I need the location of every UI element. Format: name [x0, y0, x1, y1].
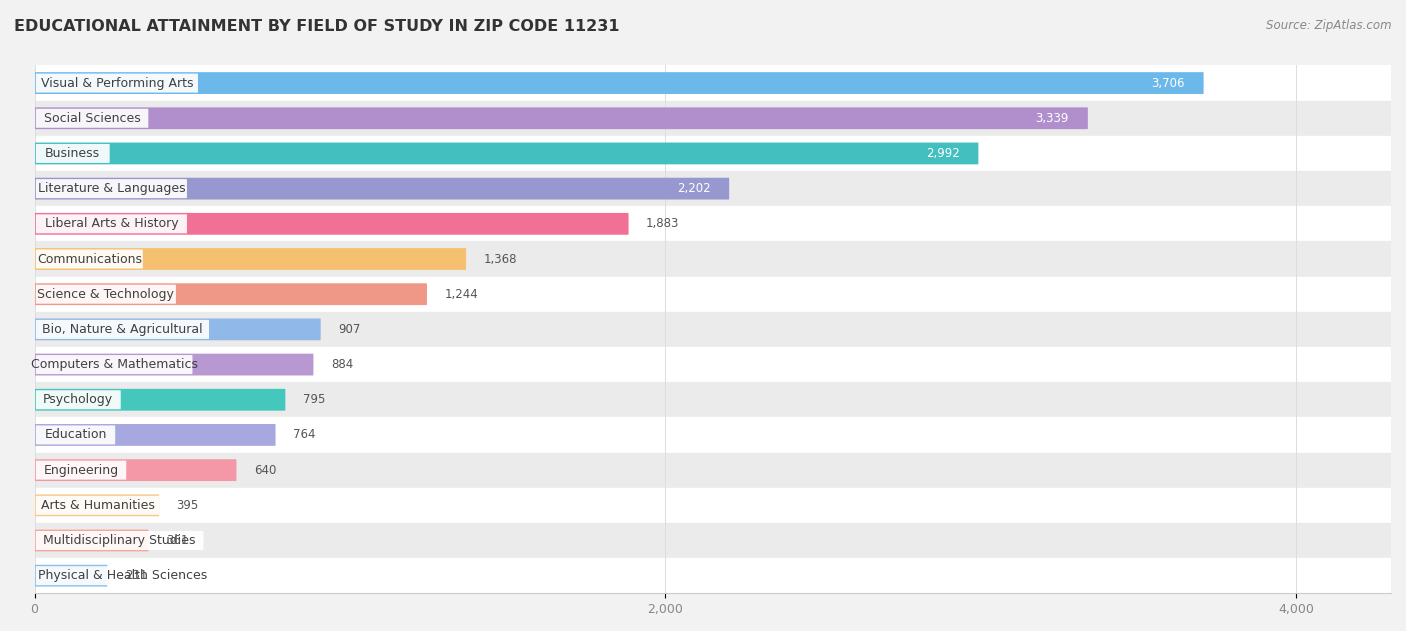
- FancyBboxPatch shape: [35, 390, 121, 410]
- Text: 231: 231: [125, 569, 148, 582]
- FancyBboxPatch shape: [35, 389, 285, 411]
- Bar: [35, 452, 1391, 488]
- FancyBboxPatch shape: [35, 213, 628, 235]
- FancyBboxPatch shape: [35, 495, 159, 516]
- FancyBboxPatch shape: [35, 215, 187, 233]
- Text: Visual & Performing Arts: Visual & Performing Arts: [41, 76, 193, 90]
- Text: 1,244: 1,244: [444, 288, 478, 301]
- Text: 3,339: 3,339: [1036, 112, 1069, 125]
- Bar: [35, 347, 1391, 382]
- FancyBboxPatch shape: [35, 565, 107, 587]
- Text: 795: 795: [302, 393, 325, 406]
- FancyBboxPatch shape: [35, 143, 979, 164]
- Text: 907: 907: [337, 323, 360, 336]
- FancyBboxPatch shape: [35, 320, 209, 339]
- Text: 3,706: 3,706: [1152, 76, 1185, 90]
- FancyBboxPatch shape: [35, 531, 204, 550]
- Text: Social Sciences: Social Sciences: [44, 112, 141, 125]
- FancyBboxPatch shape: [35, 178, 730, 199]
- Text: Engineering: Engineering: [44, 464, 118, 476]
- Bar: [35, 488, 1391, 523]
- Bar: [35, 276, 1391, 312]
- Text: 1,883: 1,883: [645, 217, 679, 230]
- FancyBboxPatch shape: [35, 144, 110, 163]
- Text: 764: 764: [292, 428, 315, 442]
- FancyBboxPatch shape: [35, 424, 276, 446]
- FancyBboxPatch shape: [35, 496, 159, 515]
- Text: Physical & Health Sciences: Physical & Health Sciences: [38, 569, 207, 582]
- FancyBboxPatch shape: [35, 248, 467, 270]
- FancyBboxPatch shape: [35, 425, 115, 444]
- FancyBboxPatch shape: [35, 249, 143, 269]
- Bar: [35, 101, 1391, 136]
- Text: 2,992: 2,992: [925, 147, 959, 160]
- Bar: [35, 312, 1391, 347]
- Text: Computers & Mathematics: Computers & Mathematics: [31, 358, 198, 371]
- Text: Science & Technology: Science & Technology: [38, 288, 174, 301]
- Text: Source: ZipAtlas.com: Source: ZipAtlas.com: [1267, 19, 1392, 32]
- Bar: [35, 523, 1391, 558]
- Bar: [35, 171, 1391, 206]
- FancyBboxPatch shape: [35, 459, 236, 481]
- FancyBboxPatch shape: [35, 355, 193, 374]
- Text: 2,202: 2,202: [676, 182, 710, 195]
- Bar: [35, 417, 1391, 452]
- Text: Education: Education: [45, 428, 107, 442]
- Text: 395: 395: [177, 499, 198, 512]
- Text: Multidisciplinary Studies: Multidisciplinary Studies: [44, 534, 195, 547]
- Text: Communications: Communications: [37, 252, 142, 266]
- FancyBboxPatch shape: [35, 319, 321, 340]
- FancyBboxPatch shape: [35, 72, 1204, 94]
- FancyBboxPatch shape: [35, 107, 1088, 129]
- FancyBboxPatch shape: [35, 109, 148, 127]
- FancyBboxPatch shape: [35, 461, 127, 480]
- FancyBboxPatch shape: [35, 566, 209, 585]
- Text: Literature & Languages: Literature & Languages: [38, 182, 186, 195]
- Text: 884: 884: [330, 358, 353, 371]
- Bar: [35, 66, 1391, 101]
- Bar: [35, 206, 1391, 242]
- Text: 361: 361: [166, 534, 188, 547]
- Text: Bio, Nature & Agricultural: Bio, Nature & Agricultural: [42, 323, 202, 336]
- FancyBboxPatch shape: [35, 529, 149, 551]
- Bar: [35, 242, 1391, 276]
- Bar: [35, 136, 1391, 171]
- Text: Arts & Humanities: Arts & Humanities: [41, 499, 155, 512]
- Text: Liberal Arts & History: Liberal Arts & History: [45, 217, 179, 230]
- FancyBboxPatch shape: [35, 285, 176, 304]
- Text: Business: Business: [45, 147, 100, 160]
- Text: EDUCATIONAL ATTAINMENT BY FIELD OF STUDY IN ZIP CODE 11231: EDUCATIONAL ATTAINMENT BY FIELD OF STUDY…: [14, 19, 620, 34]
- Bar: [35, 558, 1391, 593]
- FancyBboxPatch shape: [35, 74, 198, 93]
- FancyBboxPatch shape: [35, 283, 427, 305]
- Text: 1,368: 1,368: [484, 252, 517, 266]
- FancyBboxPatch shape: [35, 179, 187, 198]
- Text: 640: 640: [254, 464, 276, 476]
- Text: Psychology: Psychology: [44, 393, 114, 406]
- Bar: [35, 382, 1391, 417]
- FancyBboxPatch shape: [35, 353, 314, 375]
